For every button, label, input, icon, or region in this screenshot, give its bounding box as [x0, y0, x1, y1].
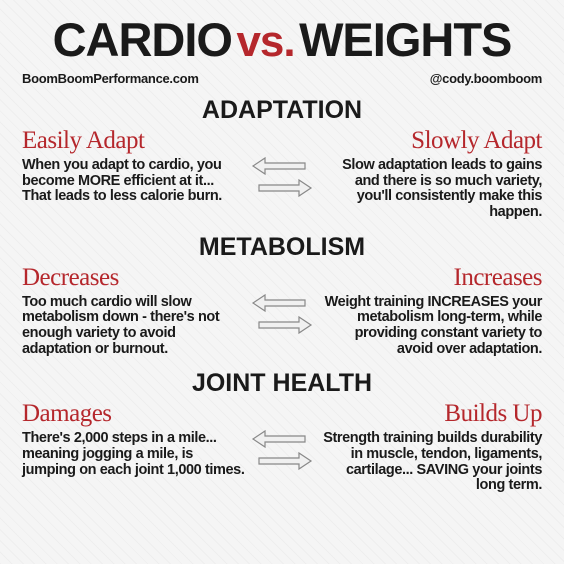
comparison-row: Decreases Too much cardio will slow meta…: [22, 264, 542, 358]
title-cardio: CARDIO: [53, 13, 232, 66]
weights-subhead: Builds Up: [319, 400, 542, 428]
cardio-body: Too much cardio will slow metabolism dow…: [22, 295, 245, 358]
cardio-column: Decreases Too much cardio will slow meta…: [22, 264, 245, 358]
title-weights: WEIGHTS: [299, 13, 511, 66]
comparison-row: Damages There's 2,000 steps in a mile...…: [22, 400, 542, 494]
arrows-icon: [251, 400, 313, 472]
cardio-subhead: Decreases: [22, 264, 245, 292]
section-metabolism: METABOLISM Decreases Too much cardio wil…: [22, 233, 542, 358]
weights-column: Builds Up Strength training builds durab…: [319, 400, 542, 494]
byline-right: @cody.boomboom: [430, 71, 542, 86]
weights-body: Strength training builds durability in m…: [319, 431, 542, 494]
cardio-column: Easily Adapt When you adapt to cardio, y…: [22, 127, 245, 205]
cardio-body: There's 2,000 steps in a mile... meaning…: [22, 431, 245, 478]
cardio-subhead: Damages: [22, 400, 245, 428]
byline-left: BoomBoomPerformance.com: [22, 71, 199, 86]
title-vs: vs.: [236, 17, 294, 66]
arrows-icon: [251, 264, 313, 336]
weights-subhead: Slowly Adapt: [319, 127, 542, 155]
weights-subhead: Increases: [319, 264, 542, 292]
weights-body: Weight training INCREASES your metabolis…: [319, 295, 542, 358]
cardio-subhead: Easily Adapt: [22, 127, 245, 155]
section-adaptation: ADAPTATION Easily Adapt When you adapt t…: [22, 96, 542, 221]
byline: BoomBoomPerformance.com @cody.boomboom: [22, 71, 542, 86]
section-heading: METABOLISM: [22, 233, 542, 262]
main-title: CARDIO vs. WEIGHTS: [22, 12, 542, 67]
weights-column: Increases Weight training INCREASES your…: [319, 264, 542, 358]
section-heading: JOINT HEALTH: [22, 369, 542, 398]
weights-body: Slow adaptation leads to gains and there…: [319, 158, 542, 221]
section-joint-health: JOINT HEALTH Damages There's 2,000 steps…: [22, 369, 542, 494]
section-heading: ADAPTATION: [22, 96, 542, 125]
cardio-column: Damages There's 2,000 steps in a mile...…: [22, 400, 245, 478]
arrows-icon: [251, 127, 313, 199]
cardio-body: When you adapt to cardio, you become MOR…: [22, 158, 245, 205]
comparison-row: Easily Adapt When you adapt to cardio, y…: [22, 127, 542, 221]
weights-column: Slowly Adapt Slow adaptation leads to ga…: [319, 127, 542, 221]
